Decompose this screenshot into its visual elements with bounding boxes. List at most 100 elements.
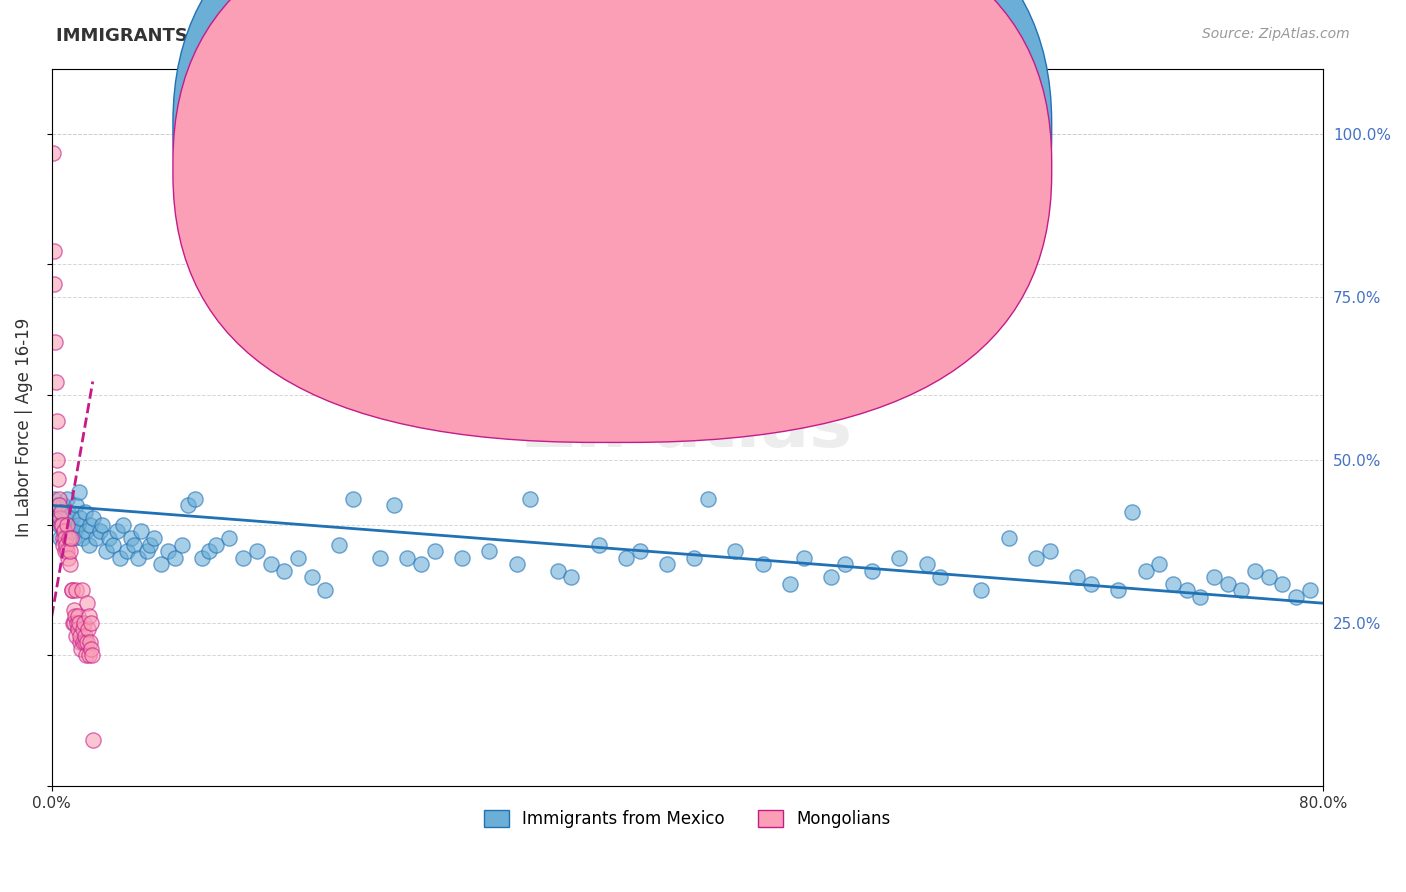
Immigrants from Mexico xyxy=(65,499,87,513)
Immigrants from Mexico xyxy=(1175,583,1198,598)
Immigrants from Mexico xyxy=(103,537,125,551)
Text: R =: R = xyxy=(612,122,645,136)
Immigrants from Mexico xyxy=(834,557,856,571)
Mongolians xyxy=(45,375,67,389)
Mongolians xyxy=(67,622,90,636)
Immigrants from Mexico xyxy=(409,557,432,571)
Text: 0.287: 0.287 xyxy=(668,161,721,175)
Immigrants from Mexico xyxy=(204,537,226,551)
Mongolians xyxy=(56,550,79,565)
Immigrants from Mexico xyxy=(52,499,75,513)
Immigrants from Mexico xyxy=(48,518,70,533)
Immigrants from Mexico xyxy=(820,570,842,584)
Immigrants from Mexico xyxy=(198,544,221,558)
Mongolians xyxy=(77,609,100,624)
Immigrants from Mexico xyxy=(478,544,501,558)
Immigrants from Mexico xyxy=(368,550,391,565)
Immigrants from Mexico xyxy=(1244,564,1267,578)
Mongolians xyxy=(59,531,82,545)
Immigrants from Mexico xyxy=(505,557,527,571)
Immigrants from Mexico xyxy=(105,524,128,539)
Mongolians xyxy=(44,277,66,291)
Immigrants from Mexico xyxy=(342,491,364,506)
Immigrants from Mexico xyxy=(246,544,269,558)
Immigrants from Mexico xyxy=(108,550,131,565)
Immigrants from Mexico xyxy=(232,550,254,565)
Immigrants from Mexico xyxy=(218,531,240,545)
Mongolians xyxy=(45,414,67,428)
Immigrants from Mexico xyxy=(519,491,541,506)
Immigrants from Mexico xyxy=(62,531,84,545)
Immigrants from Mexico xyxy=(915,557,938,571)
Immigrants from Mexico xyxy=(84,531,107,545)
Mongolians xyxy=(52,531,75,545)
Immigrants from Mexico xyxy=(122,537,145,551)
Immigrants from Mexico xyxy=(1161,576,1184,591)
Mongolians xyxy=(48,499,70,513)
Text: -0.238: -0.238 xyxy=(668,122,723,136)
Mongolians xyxy=(80,615,103,630)
Text: 59: 59 xyxy=(815,161,842,175)
Immigrants from Mexico xyxy=(49,531,72,545)
Immigrants from Mexico xyxy=(89,524,111,539)
Mongolians xyxy=(69,629,91,643)
Immigrants from Mexico xyxy=(1257,570,1279,584)
Mongolians xyxy=(72,635,94,649)
Immigrants from Mexico xyxy=(423,544,446,558)
Immigrants from Mexico xyxy=(45,511,67,525)
Mongolians xyxy=(51,505,73,519)
Immigrants from Mexico xyxy=(382,499,405,513)
Mongolians xyxy=(62,603,84,617)
Immigrants from Mexico xyxy=(970,583,993,598)
Immigrants from Mexico xyxy=(396,550,419,565)
Mongolians xyxy=(70,641,93,656)
Immigrants from Mexico xyxy=(273,564,295,578)
Immigrants from Mexico xyxy=(184,491,207,506)
Immigrants from Mexico xyxy=(287,550,309,565)
Immigrants from Mexico xyxy=(136,544,159,558)
Mongolians xyxy=(65,629,87,643)
Immigrants from Mexico xyxy=(1107,583,1129,598)
Mongolians xyxy=(65,583,87,598)
Legend: Immigrants from Mexico, Mongolians: Immigrants from Mexico, Mongolians xyxy=(478,804,897,835)
Immigrants from Mexico xyxy=(628,544,651,558)
Immigrants from Mexico xyxy=(66,518,89,533)
Mongolians xyxy=(58,557,80,571)
Immigrants from Mexico xyxy=(314,583,336,598)
Mongolians xyxy=(42,244,65,258)
Mongolians xyxy=(82,733,104,747)
Mongolians xyxy=(59,544,82,558)
Immigrants from Mexico xyxy=(724,544,747,558)
Immigrants from Mexico xyxy=(1039,544,1062,558)
Mongolians xyxy=(56,544,79,558)
Mongolians xyxy=(76,596,98,610)
Immigrants from Mexico xyxy=(56,505,79,519)
Immigrants from Mexico xyxy=(79,518,101,533)
Immigrants from Mexico xyxy=(56,491,79,506)
Immigrants from Mexico xyxy=(115,544,138,558)
Immigrants from Mexico xyxy=(751,557,773,571)
Immigrants from Mexico xyxy=(177,499,200,513)
Immigrants from Mexico xyxy=(63,524,86,539)
Mongolians xyxy=(60,583,83,598)
Immigrants from Mexico xyxy=(1298,583,1320,598)
Text: N =: N = xyxy=(759,161,793,175)
Mongolians xyxy=(75,629,97,643)
Immigrants from Mexico xyxy=(82,511,104,525)
Immigrants from Mexico xyxy=(1135,564,1157,578)
Immigrants from Mexico xyxy=(46,499,69,513)
Mongolians xyxy=(55,544,77,558)
Immigrants from Mexico xyxy=(1216,576,1239,591)
Mongolians xyxy=(51,518,73,533)
Mongolians xyxy=(42,146,65,161)
Mongolians xyxy=(66,609,89,624)
Immigrants from Mexico xyxy=(998,531,1021,545)
Immigrants from Mexico xyxy=(51,505,73,519)
Immigrants from Mexico xyxy=(73,505,96,519)
Immigrants from Mexico xyxy=(1121,505,1143,519)
Immigrants from Mexico xyxy=(301,570,323,584)
Immigrants from Mexico xyxy=(655,557,678,571)
Text: ZIPatlas: ZIPatlas xyxy=(523,392,852,462)
Immigrants from Mexico xyxy=(1066,570,1088,584)
Text: R =: R = xyxy=(612,161,650,175)
